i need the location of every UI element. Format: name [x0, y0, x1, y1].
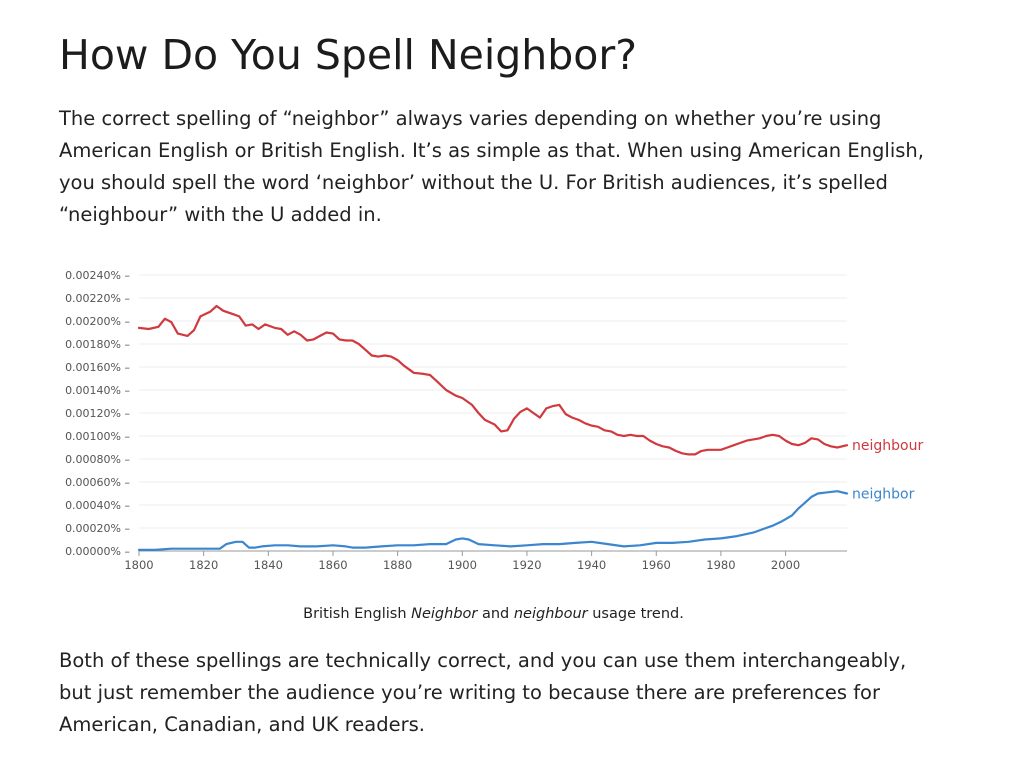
x-tick-label: 1880 — [383, 558, 412, 572]
x-tick-label: 1960 — [642, 558, 671, 572]
x-tick-label: 1800 — [124, 558, 153, 572]
y-tick-label: 0.00040% – — [65, 499, 130, 512]
caption-suffix: usage trend. — [587, 606, 684, 622]
y-tick-label: 0.00100% – — [65, 430, 130, 443]
y-tick-label: 0.00200% – — [65, 315, 130, 328]
y-tick-label: 0.00220% – — [65, 292, 130, 305]
usage-trend-chart: 0.00000% – 0.00020% – 0.00040% – 0.00060% –… — [65, 269, 923, 572]
x-tick-label: 1980 — [706, 558, 735, 572]
x-tick-label: 1920 — [512, 558, 541, 572]
x-tick-label: 1840 — [254, 558, 283, 572]
x-tick-label: 1860 — [318, 558, 347, 572]
chart-caption: British English Neighbor and neighbour u… — [0, 606, 987, 622]
article-title: How Do You Spell Neighbor? — [59, 31, 637, 79]
x-tick-label: 1940 — [577, 558, 606, 572]
y-tick-label: 0.00120% – — [65, 407, 130, 420]
x-tick-label: 1900 — [448, 558, 477, 572]
y-tick-label: 0.00060% – — [65, 476, 130, 489]
caption-middle: and — [477, 606, 514, 622]
y-tick-label: 0.00000% – — [65, 545, 130, 558]
y-tick-label: 0.00160% – — [65, 361, 130, 374]
y-tick-label: 0.00180% – — [65, 338, 130, 351]
x-tick-label: 2000 — [771, 558, 800, 572]
caption-word-neighbor: Neighbor — [411, 606, 478, 622]
series-line-neighbor — [137, 490, 849, 551]
series-label-neighbor: neighbor — [852, 487, 915, 503]
caption-word-neighbour: neighbour — [513, 606, 588, 622]
caption-prefix: British English — [303, 606, 412, 622]
y-tick-label: 0.00020% – — [65, 522, 130, 535]
x-tick-label: 1820 — [189, 558, 218, 572]
y-tick-label: 0.00240% – — [65, 269, 130, 282]
series-label-neighbour: neighbour — [852, 438, 923, 454]
series-line-neighbour — [137, 304, 849, 456]
y-tick-label: 0.00080% – — [65, 453, 130, 466]
intro-paragraph: The correct spelling of “neighbor” alway… — [59, 107, 924, 226]
y-tick-label: 0.00140% – — [65, 384, 130, 397]
conclusion-paragraph: Both of these spellings are technically … — [59, 649, 907, 736]
